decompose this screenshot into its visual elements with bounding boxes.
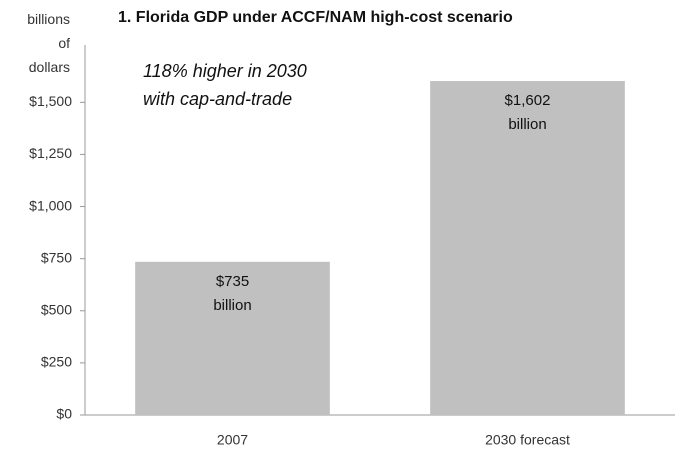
annotation: with cap-and-trade xyxy=(143,89,292,109)
y-tick-label: $1,000 xyxy=(29,197,72,213)
y-tick-label: $250 xyxy=(41,354,72,370)
chart-title: 1. Florida GDP under ACCF/NAM high-cost … xyxy=(118,9,513,26)
bar xyxy=(135,261,330,415)
x-tick-label: 2030 forecast xyxy=(485,432,570,448)
annotation: 118% higher in 2030 xyxy=(143,61,307,81)
value-label: $735 billion xyxy=(213,273,251,314)
y-tick-label: $1,250 xyxy=(29,145,72,161)
y-tick-label: $0 xyxy=(56,406,72,422)
value-label: $1,602 billion xyxy=(505,92,551,133)
x-tick-label: 2007 xyxy=(217,432,248,448)
y-tick-label: $500 xyxy=(41,301,72,317)
y-tick-label: $1,500 xyxy=(29,93,72,109)
y-axis-label: billions of dollars xyxy=(27,11,70,75)
y-tick-label: $750 xyxy=(41,249,72,265)
bar xyxy=(430,81,625,415)
